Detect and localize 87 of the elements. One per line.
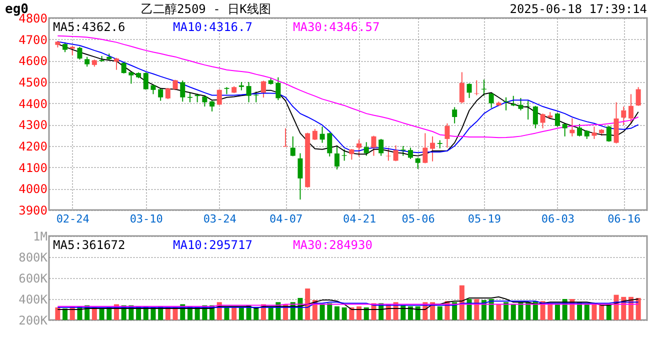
text: MA30:284930 (293, 238, 372, 252)
text: MA30:4346.57 (293, 20, 380, 34)
x-tick-label: 03-10 (130, 212, 163, 226)
candlestick (114, 57, 119, 70)
candlestick (628, 94, 634, 125)
candlestick (540, 113, 546, 129)
candlestick (400, 146, 406, 156)
candlestick (121, 61, 126, 74)
candlestick (158, 88, 164, 102)
x-tick-label: 05-06 (402, 212, 435, 226)
candlestick (466, 82, 472, 98)
candlestick (356, 139, 362, 157)
y-tick-label: 4200 (18, 140, 48, 154)
series-label: MA5:4362.6 (53, 20, 126, 34)
y-tick-label: 1M (33, 230, 48, 244)
candlestick (488, 92, 494, 108)
candlestick (408, 147, 413, 160)
candlestick (422, 132, 428, 164)
y-tick-label: 200K (18, 314, 48, 328)
candlestick (415, 157, 420, 170)
candlestick (143, 72, 148, 90)
candlestick (165, 87, 170, 100)
x-tick-label: 04-21 (342, 212, 376, 226)
candlestick (606, 125, 612, 142)
candlestick (378, 138, 384, 156)
candlestick (62, 42, 68, 53)
candlestick (437, 140, 442, 149)
candlestick (444, 122, 450, 148)
candlestick (260, 80, 266, 98)
text: MA10:4316.7 (173, 20, 252, 34)
y-tick-label: 800K (18, 250, 48, 264)
candlestick (84, 56, 90, 68)
candlestick (526, 100, 531, 120)
candlestick (554, 112, 560, 128)
candlestick (298, 152, 303, 200)
y-tick-label: 600K (18, 272, 48, 286)
line-series (57, 35, 639, 138)
candlestick (430, 136, 436, 162)
y-tick-label: 4000 (18, 182, 48, 196)
candlestick (364, 142, 369, 156)
x-tick-label: 05-19 (468, 212, 502, 226)
chart-title: 乙二醇2509 - 日K线图 (141, 2, 271, 16)
candlestick (342, 148, 347, 162)
candlestick (577, 124, 582, 137)
candlestick (518, 98, 524, 111)
y-tick-label: 3900 (18, 204, 48, 218)
x-tick-label: 06-16 (608, 212, 641, 226)
candlestick (636, 86, 641, 106)
candlestick (246, 82, 252, 103)
candlestick (216, 88, 222, 106)
candlestick (334, 144, 340, 170)
candlestick (187, 92, 192, 103)
candlestick (312, 128, 318, 141)
text: 2025-06-18 17:39:14 (510, 2, 647, 16)
y-tick-label: 4500 (18, 76, 48, 90)
y-tick-label: 4400 (18, 96, 48, 111)
y-tick-label: 4600 (18, 54, 48, 68)
candlestick (393, 144, 398, 162)
y-tick-label: 400K (18, 292, 48, 306)
candlestick (504, 96, 509, 111)
candlestick (532, 105, 538, 129)
line-series (57, 296, 639, 310)
text: MA10:295717 (173, 238, 252, 252)
y-tick-label: 4700 (18, 32, 48, 47)
candlestick (180, 80, 186, 102)
candlestick (592, 126, 597, 140)
line-series (57, 300, 639, 308)
candlestick (510, 95, 516, 107)
candlestick (327, 132, 332, 157)
candlestick (210, 100, 215, 112)
x-tick-label: 03-24 (203, 212, 237, 226)
candlestick (371, 135, 376, 156)
candlestick (349, 148, 354, 160)
x-tick-label: 04-07 (269, 212, 303, 226)
candlestick (320, 126, 325, 144)
candlestick (621, 106, 626, 126)
candlestick (290, 136, 296, 157)
y-tick-label: 4100 (18, 160, 48, 175)
candlestick (276, 76, 281, 101)
candlestick (562, 122, 568, 137)
y-tick-label: 4300 (18, 118, 48, 132)
text: MA5:361672 (53, 238, 126, 252)
candlestick (459, 72, 464, 104)
candlestick (452, 106, 458, 124)
x-tick-label: 02-24 (56, 212, 90, 226)
x-tick-label: 06-03 (541, 212, 575, 226)
candlestick (77, 46, 82, 60)
